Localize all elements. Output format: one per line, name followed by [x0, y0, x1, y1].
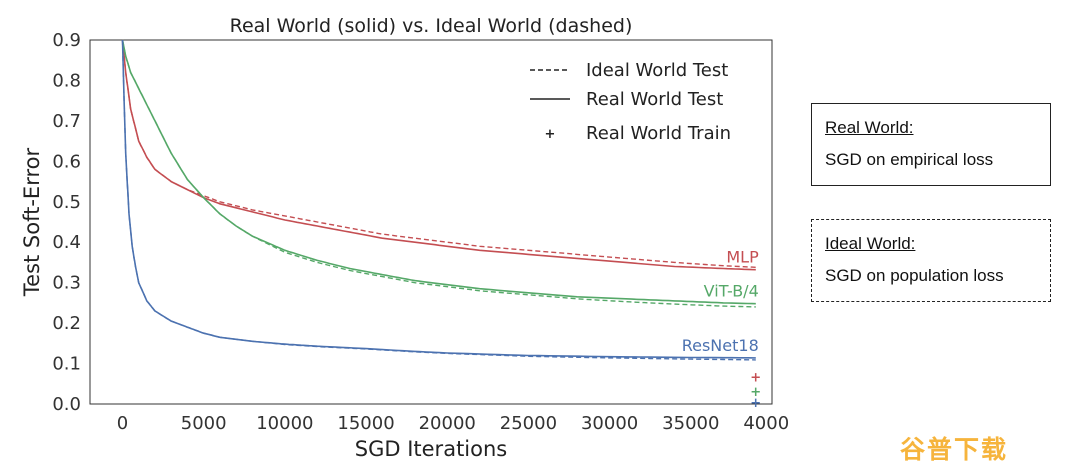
resnet18-ideal-test-line	[121, 39, 756, 361]
vit-b-4-real-train-marker: +	[750, 385, 761, 400]
legend: Ideal World Test Real World Test + Real Wor…	[530, 60, 731, 144]
legend-label: Real World Test	[586, 89, 723, 110]
real-world-heading: Real World:	[825, 118, 914, 137]
y-tick-label: 0.8	[52, 70, 81, 91]
y-axis-title: Test Soft-Error	[20, 148, 44, 298]
x-tick-label: 15000	[337, 413, 394, 434]
x-tick-label: 10000	[256, 413, 313, 434]
legend-marker-swatch: +	[545, 127, 556, 142]
real-world-definition-box: Real World: SGD on empirical loss	[811, 103, 1051, 186]
x-tick-label: 0	[117, 413, 128, 434]
x-tick-label: 25000	[500, 413, 557, 434]
y-tick-label: 0.5	[52, 192, 81, 213]
x-tick-label: 30000	[581, 413, 638, 434]
axis-ticks: 0 5000 10000 15000 20000 25000 30000 35000 4000 0…	[52, 30, 790, 434]
y-tick-label: 0.9	[52, 30, 81, 51]
plot-border	[89, 39, 773, 405]
mlp-label: MLP	[726, 248, 759, 267]
real-world-description: SGD on empirical loss	[825, 150, 994, 169]
series-labels: MLP ViT-B/4 ResNet18	[682, 248, 759, 355]
legend-label: Ideal World Test	[586, 60, 728, 81]
vit-b-4-real-test-line	[121, 39, 756, 305]
y-tick-label: 0.0	[52, 394, 81, 415]
resnet18-real-test-line	[121, 39, 756, 359]
x-tick-label: 20000	[419, 413, 476, 434]
chart-title: Real World (solid) vs. Ideal World (dash…	[230, 15, 633, 37]
y-tick-label: 0.2	[52, 313, 81, 334]
y-tick-label: 0.7	[52, 111, 81, 132]
watermark-logo: 谷普下载	[900, 435, 1009, 464]
x-tick-label: 5000	[181, 413, 227, 434]
mlp-real-test-line	[121, 39, 756, 271]
legend-label: Real World Train	[586, 123, 731, 144]
y-tick-label: 0.1	[52, 354, 81, 375]
ideal-world-description: SGD on population loss	[825, 266, 1004, 285]
mlp-real-train-marker: +	[750, 371, 761, 386]
y-tick-label: 0.3	[52, 273, 81, 294]
plot-frame	[89, 39, 773, 405]
resnet18-real-train-marker: +	[750, 396, 761, 411]
resnet18-label: ResNet18	[682, 336, 759, 355]
ideal-world-definition-box: Ideal World: SGD on population loss	[811, 219, 1051, 302]
vit-b-4-label: ViT-B/4	[704, 282, 759, 301]
ideal-world-heading: Ideal World:	[825, 234, 916, 253]
x-axis-title: SGD Iterations	[355, 437, 507, 461]
line-chart: Real World (solid) vs. Ideal World (dash…	[20, 15, 790, 461]
y-tick-label: 0.6	[52, 151, 81, 172]
y-tick-label: 0.4	[52, 232, 81, 253]
x-tick-label: 35000	[662, 413, 719, 434]
series-layer: +++	[121, 39, 761, 411]
